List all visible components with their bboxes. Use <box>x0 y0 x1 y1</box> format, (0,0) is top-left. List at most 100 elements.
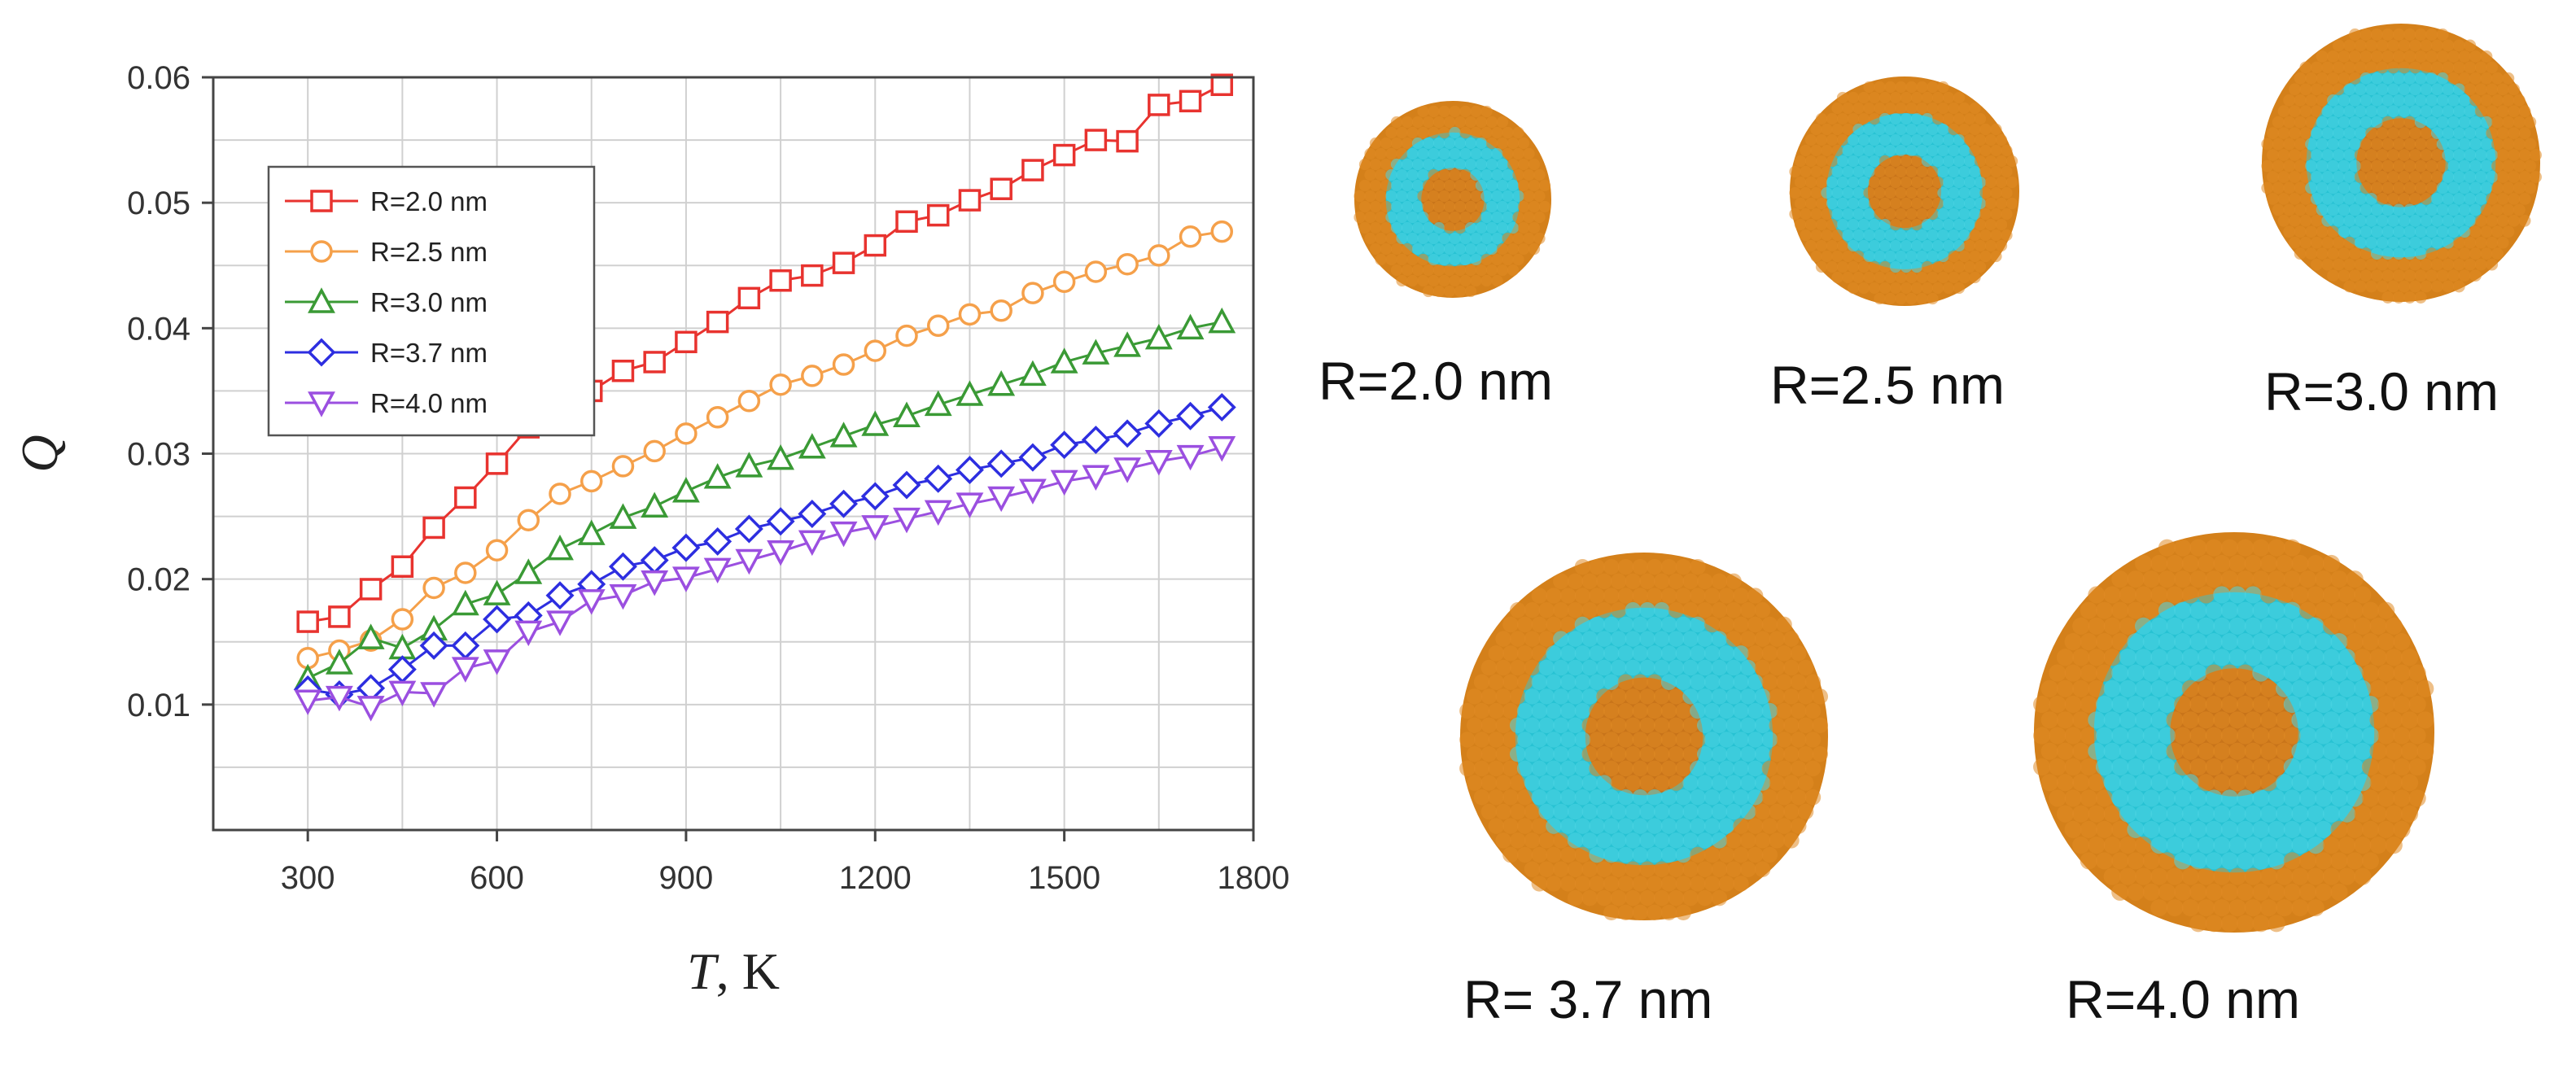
data-point <box>671 477 700 503</box>
atom <box>1857 176 1870 189</box>
atom <box>2349 94 2361 107</box>
atom <box>1443 179 1456 192</box>
atom <box>2272 181 2285 194</box>
atom <box>2370 116 2383 129</box>
atom <box>2181 554 2199 573</box>
atom <box>1884 186 1896 199</box>
atom <box>1475 221 1488 234</box>
atom <box>2420 192 2433 205</box>
atom <box>2398 214 2411 227</box>
atom <box>1369 200 1382 213</box>
atom <box>2409 149 2421 161</box>
atom <box>2403 291 2416 304</box>
atom <box>2442 280 2455 293</box>
atom <box>1668 688 1685 705</box>
atom <box>2458 116 2471 129</box>
atom <box>2349 181 2361 194</box>
atom <box>2228 774 2246 792</box>
data-point <box>517 509 540 531</box>
atom <box>2150 867 2168 885</box>
atom <box>2197 554 2215 573</box>
atom <box>2425 159 2438 173</box>
atom <box>2469 50 2482 63</box>
atom <box>2398 258 2411 271</box>
atom <box>2346 727 2364 745</box>
atom <box>2310 236 2323 249</box>
atom <box>1470 274 1482 287</box>
atom <box>1831 165 1843 178</box>
atom <box>2088 774 2106 792</box>
atom <box>2103 649 2121 666</box>
atom <box>2316 50 2329 63</box>
atom <box>1990 229 2002 242</box>
atom <box>2316 159 2329 173</box>
data-point <box>1113 457 1142 483</box>
atom <box>1432 137 1445 150</box>
atom <box>2103 837 2121 854</box>
atom <box>1464 116 1477 129</box>
atom <box>1380 221 1393 234</box>
atom <box>2294 94 2307 107</box>
atom <box>2327 269 2339 282</box>
atom <box>1639 861 1655 877</box>
atom <box>2283 570 2301 588</box>
atom <box>2464 258 2477 271</box>
atom <box>1438 190 1450 203</box>
atom <box>1375 190 1387 203</box>
atom <box>1895 165 1907 178</box>
atom <box>2409 236 2421 249</box>
atom <box>1852 271 1865 284</box>
atom <box>1852 208 1865 221</box>
atom <box>2409 280 2421 293</box>
atom <box>2316 72 2329 85</box>
atom <box>1682 889 1699 907</box>
atom <box>2197 586 2215 604</box>
atom <box>1480 190 1493 203</box>
atom <box>1470 253 1482 266</box>
atom <box>2321 61 2334 74</box>
atom <box>2299 149 2312 161</box>
atom <box>2158 758 2176 776</box>
atom <box>1675 588 1691 604</box>
atom <box>1874 81 1886 94</box>
atom <box>1776 616 1792 633</box>
atom <box>1878 91 1892 104</box>
atom <box>1449 211 1461 224</box>
atom <box>1632 616 1648 633</box>
atom <box>1369 137 1382 150</box>
atom <box>1507 158 1520 171</box>
atom <box>1653 688 1670 705</box>
atom <box>2103 805 2121 823</box>
atom <box>1868 91 1881 104</box>
atom <box>1668 861 1685 877</box>
atom <box>1502 253 1514 266</box>
atom <box>2480 138 2493 151</box>
atom <box>2387 39 2399 52</box>
atom <box>2385 837 2403 854</box>
atom <box>1791 789 1807 806</box>
atom <box>1831 144 1843 157</box>
atom <box>2403 203 2416 216</box>
atom <box>1675 558 1691 575</box>
atom <box>1639 832 1655 849</box>
atom <box>1473 760 1490 777</box>
atom <box>1776 732 1792 748</box>
nanoparticle-image-r40 <box>2033 532 2434 933</box>
atom <box>2276 805 2294 823</box>
atom <box>2228 554 2246 573</box>
atom <box>2376 171 2389 183</box>
atom <box>1567 803 1584 820</box>
atom <box>1632 876 1648 892</box>
atom <box>2398 149 2411 161</box>
atom <box>2343 149 2356 161</box>
atom <box>1581 717 1598 734</box>
atom <box>1491 126 1503 139</box>
atom <box>2486 214 2499 227</box>
atom <box>2491 181 2504 194</box>
atom <box>1769 745 1785 762</box>
atom <box>2213 586 2231 604</box>
data-point <box>422 516 445 540</box>
atom <box>2377 695 2395 714</box>
atom <box>1984 197 1997 210</box>
atom <box>2518 171 2531 183</box>
